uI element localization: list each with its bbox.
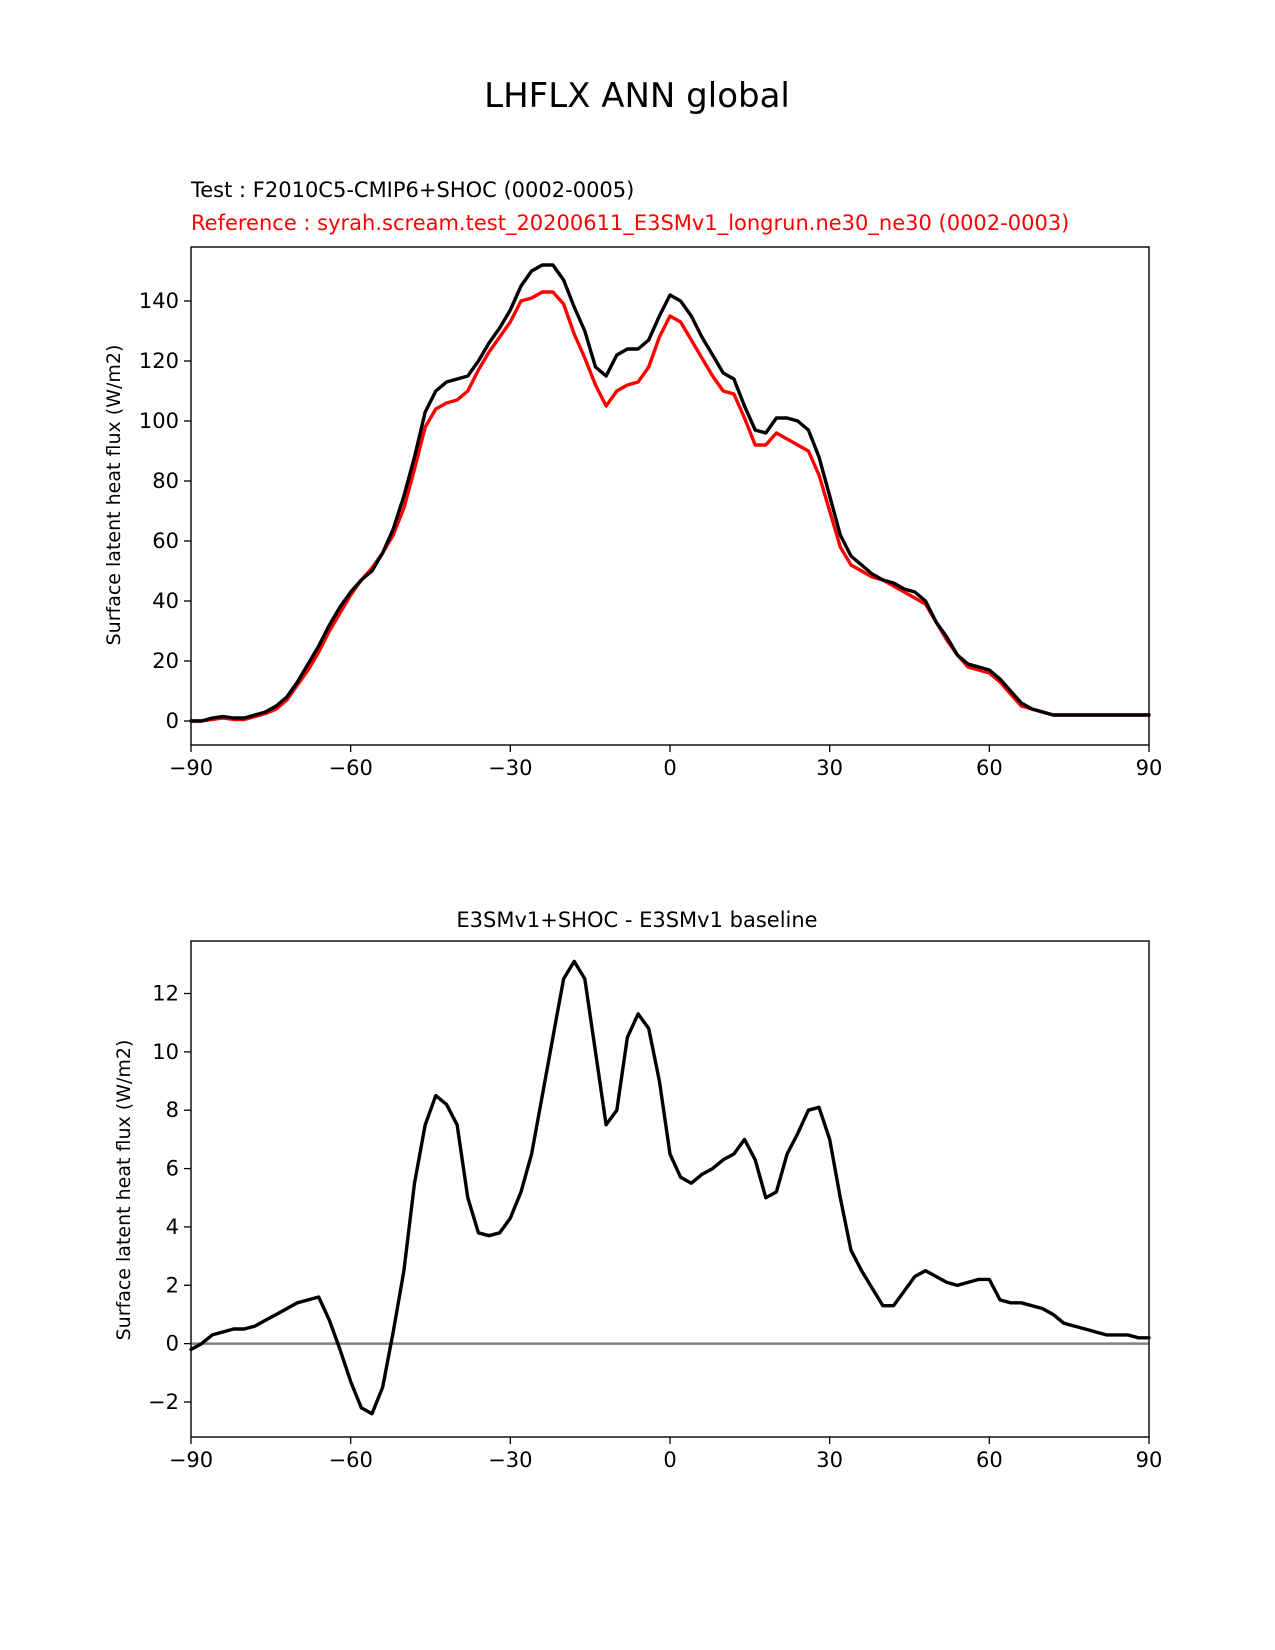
y-tick-label: 12	[152, 982, 179, 1006]
y-tick-label: 60	[152, 529, 179, 553]
x-tick-label: 90	[1136, 756, 1163, 780]
y-tick-label: 2	[166, 1273, 179, 1297]
y-tick-label: 100	[139, 409, 179, 433]
bottom-series-lines	[189, 959, 1151, 1416]
y-tick-label: 40	[152, 589, 179, 613]
bottom-y-axis-label: Surface latent heat flux (W/m2)	[113, 1040, 135, 1341]
x-tick-label: −30	[488, 1448, 532, 1472]
x-tick-label: −60	[329, 1448, 373, 1472]
series-line-difference	[189, 959, 1151, 1416]
x-tick-label: 30	[816, 1448, 843, 1472]
difference-title: E3SMv1+SHOC - E3SMv1 baseline	[456, 908, 817, 932]
x-tick-label: −60	[329, 756, 373, 780]
top-axis-ticks: −90 −60 −30 0 30 60 90 0 20 40 60 80 100 120 140	[139, 289, 1162, 780]
y-tick-label: 120	[139, 349, 179, 373]
y-tick-label: 140	[139, 289, 179, 313]
reference-subtitle: Reference : syrah.scream.test_20200611_E…	[191, 211, 1069, 236]
top-series-lines	[189, 263, 1151, 723]
y-tick-label: 6	[166, 1157, 179, 1181]
y-tick-label: 10	[152, 1040, 179, 1064]
top-chart-panel: Test : F2010C5-CMIP6+SHOC (0002-0005) Re…	[103, 178, 1162, 780]
y-tick-label: −2	[148, 1390, 179, 1414]
x-tick-label: 0	[663, 756, 676, 780]
series-line-test	[189, 263, 1151, 723]
top-y-axis-label: Surface latent heat flux (W/m2)	[103, 345, 125, 646]
x-tick-label: −90	[169, 756, 213, 780]
series-line-reference	[189, 290, 1151, 723]
y-tick-label: 20	[152, 649, 179, 673]
bottom-axis-ticks: −90 −60 −30 0 30 60 90 −2 0 2 4 6 8 10 12	[148, 982, 1162, 1472]
x-tick-label: 0	[663, 1448, 676, 1472]
x-tick-label: −90	[169, 1448, 213, 1472]
x-tick-label: 90	[1136, 1448, 1163, 1472]
x-tick-label: 60	[976, 1448, 1003, 1472]
top-plot-frame	[190, 246, 1150, 746]
x-tick-label: −30	[488, 756, 532, 780]
figure-title: LHFLX ANN global	[484, 76, 790, 116]
y-tick-label: 0	[166, 1332, 179, 1356]
x-tick-label: 30	[816, 756, 843, 780]
y-tick-label: 4	[166, 1215, 179, 1239]
y-tick-label: 0	[166, 709, 179, 733]
test-subtitle: Test : F2010C5-CMIP6+SHOC (0002-0005)	[190, 178, 634, 202]
y-tick-label: 80	[152, 469, 179, 493]
y-tick-label: 8	[166, 1098, 179, 1122]
x-tick-label: 60	[976, 756, 1003, 780]
bottom-plot-frame	[190, 940, 1150, 1438]
bottom-chart-panel: E3SMv1+SHOC - E3SMv1 baseline Surface la…	[113, 908, 1162, 1472]
